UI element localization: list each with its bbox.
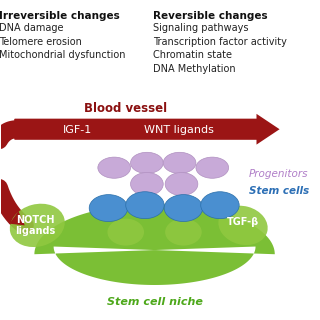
- Text: Stem cells: Stem cells: [249, 186, 309, 196]
- Text: Signaling pathways: Signaling pathways: [153, 23, 248, 34]
- Text: Transcription factor activity: Transcription factor activity: [153, 37, 286, 47]
- Ellipse shape: [201, 192, 239, 219]
- Ellipse shape: [165, 172, 198, 196]
- Text: NOTCH
ligands: NOTCH ligands: [15, 215, 55, 236]
- Ellipse shape: [163, 152, 196, 173]
- Ellipse shape: [165, 219, 202, 245]
- Ellipse shape: [108, 219, 144, 245]
- Text: DNA Methylation: DNA Methylation: [153, 64, 235, 74]
- Text: WNT ligands: WNT ligands: [144, 125, 213, 135]
- Text: Reversible changes: Reversible changes: [153, 11, 267, 21]
- Ellipse shape: [164, 195, 203, 221]
- Text: TGF-β: TGF-β: [227, 218, 259, 228]
- Ellipse shape: [131, 152, 163, 173]
- Text: Progenitors: Progenitors: [249, 169, 308, 180]
- Text: IGF-1: IGF-1: [63, 125, 92, 135]
- Text: Irreversible changes: Irreversible changes: [0, 11, 120, 21]
- Ellipse shape: [10, 204, 65, 247]
- Ellipse shape: [126, 192, 164, 219]
- Text: Mitochondrial dysfunction: Mitochondrial dysfunction: [0, 50, 125, 60]
- Polygon shape: [9, 211, 25, 225]
- Polygon shape: [34, 204, 275, 285]
- Text: Telomere erosion: Telomere erosion: [0, 37, 82, 47]
- Text: DNA damage: DNA damage: [0, 23, 63, 34]
- Text: Stem cell niche: Stem cell niche: [107, 297, 203, 307]
- Ellipse shape: [218, 206, 268, 245]
- Text: Chromatin state: Chromatin state: [153, 50, 232, 60]
- Polygon shape: [257, 114, 280, 145]
- Text: Blood vessel: Blood vessel: [84, 102, 167, 115]
- Ellipse shape: [98, 157, 131, 178]
- FancyBboxPatch shape: [14, 119, 260, 140]
- Ellipse shape: [89, 195, 128, 221]
- Ellipse shape: [196, 157, 228, 178]
- Ellipse shape: [131, 172, 163, 196]
